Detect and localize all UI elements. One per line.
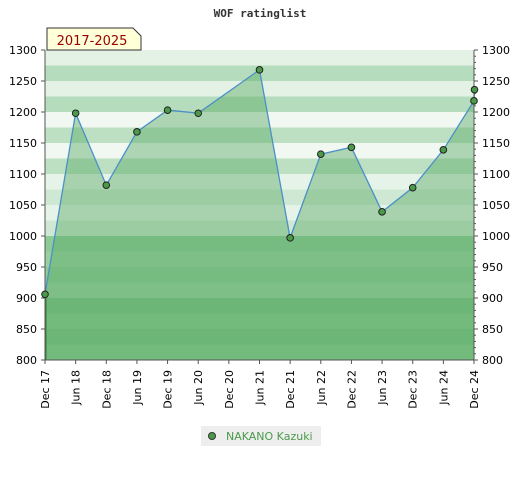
y-tick-label-right: 1300 [482, 44, 510, 57]
y-tick-label-left: 1300 [9, 44, 37, 57]
background-band [45, 220, 474, 236]
y-tick-label-right: 1150 [482, 137, 510, 150]
y-tick-label-right: 1200 [482, 106, 510, 119]
x-tick-label: Dec 20 [223, 370, 236, 409]
y-tick-label-left: 1250 [9, 75, 37, 88]
x-tick-label: Dec 21 [284, 370, 297, 409]
x-tick-label: Dec 23 [407, 370, 420, 409]
background-band [45, 251, 474, 267]
data-point [102, 181, 111, 189]
background-band [45, 267, 474, 283]
x-tick-label: Dec 17 [39, 370, 52, 409]
badge-shape [46, 27, 142, 51]
y-tick-label-right: 800 [482, 354, 503, 367]
data-point [194, 109, 203, 118]
background-band [45, 127, 474, 143]
background-band [45, 81, 474, 97]
data-points [41, 66, 479, 299]
x-tick-label: Jun 22 [315, 370, 328, 406]
x-tick-label: Jun 24 [437, 370, 450, 406]
x-tick-label: Jun 19 [131, 370, 144, 406]
legend-box [201, 426, 321, 446]
y-tick-label-right: 1250 [482, 75, 510, 88]
series-area [45, 69, 475, 361]
y-tick-label-right: 1050 [482, 199, 510, 212]
data-point [255, 66, 264, 74]
background-band [45, 189, 474, 205]
background-band [45, 143, 474, 159]
chart-title: WOF ratinglist [214, 7, 307, 20]
background-band [45, 344, 474, 360]
background-band [45, 50, 474, 66]
background-band [45, 174, 474, 190]
x-tick-label: Dec 19 [162, 370, 175, 409]
data-point [133, 128, 141, 136]
y-tick-label-right: 900 [482, 292, 503, 305]
data-point [316, 150, 325, 158]
background-band [45, 236, 474, 252]
y-tick-label-left: 1050 [9, 199, 37, 212]
y-tick-label-left: 900 [16, 292, 37, 305]
background-band [45, 282, 474, 298]
data-point [71, 109, 80, 118]
x-tick-label: Jun 20 [192, 370, 205, 406]
badge-text: 2017-2025 [57, 34, 128, 49]
data-point [347, 143, 356, 152]
background-band [45, 329, 474, 345]
data-point [439, 146, 448, 154]
background-bands [45, 50, 474, 360]
data-point [470, 85, 479, 94]
y-axis-left: 800 850 900 950 1000 1050 1100 1150 1200 1250 1300 [9, 44, 45, 367]
data-point [163, 106, 172, 114]
legend-marker [208, 432, 216, 440]
y-tick-label-left: 1100 [9, 168, 37, 181]
x-axis: Dec 17 Jun 18 Dec 18 Jun 19 Dec 19 Jun 20 Dec … [39, 360, 481, 409]
y-tick-label-right: 950 [482, 261, 503, 274]
background-band [45, 313, 474, 329]
x-tick-label: Dec 18 [100, 370, 113, 409]
y-tick-label-left: 950 [16, 261, 37, 274]
y-tick-label-left: 800 [16, 354, 37, 367]
period-badge: 2017-2025 [46, 27, 142, 51]
data-point [470, 97, 478, 105]
background-band [45, 205, 474, 221]
data-point [378, 208, 386, 216]
x-tick-label: Dec 22 [345, 370, 358, 409]
background-band [45, 298, 474, 314]
x-tick-label: Jun 18 [70, 370, 83, 406]
data-point [41, 290, 49, 299]
y-tick-label-left: 1200 [9, 106, 37, 119]
y-tick-label-left: 1150 [9, 137, 37, 150]
background-band [45, 96, 474, 112]
legend: NAKANO Kazuki [201, 426, 321, 446]
x-tick-label: Jun 21 [254, 370, 267, 406]
data-point [286, 234, 294, 242]
y-tick-label-right: 1100 [482, 168, 510, 181]
background-band [45, 112, 474, 128]
y-axis-right: 800 850 900 950 1000 1050 1100 1150 1200 1250 1300 [474, 44, 510, 367]
x-tick-label: Jun 23 [376, 370, 389, 406]
x-tick-label: Dec 24 [468, 370, 481, 409]
data-point [408, 183, 417, 192]
y-tick-label-left: 850 [16, 323, 37, 336]
y-tick-label-left: 1000 [9, 230, 37, 243]
y-tick-label-right: 850 [482, 323, 503, 336]
y-tick-label-right: 1000 [482, 230, 510, 243]
background-band [45, 158, 474, 174]
legend-label: NAKANO Kazuki [226, 430, 313, 443]
